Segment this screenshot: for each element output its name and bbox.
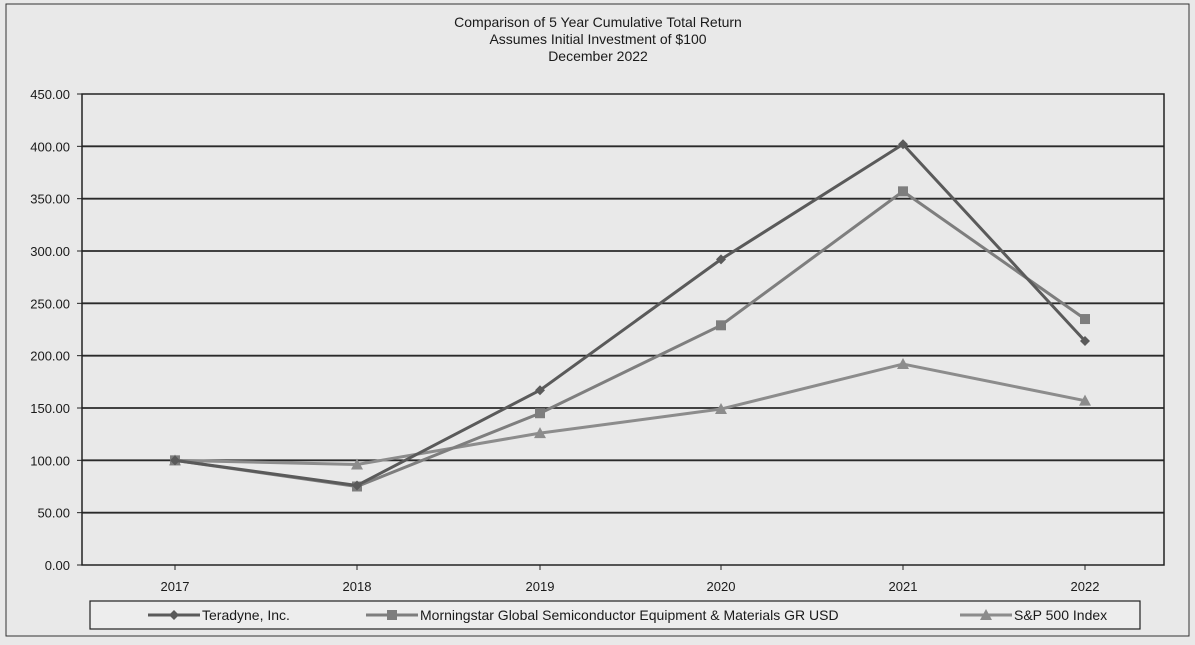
series-3-point <box>534 427 546 439</box>
legend-entry-1: Teradyne, Inc. <box>148 607 290 623</box>
x-tick-label: 2017 <box>161 579 190 594</box>
series-lines <box>169 139 1091 492</box>
series-1-point <box>898 139 908 150</box>
series-1 <box>170 139 1090 491</box>
series-1-point <box>535 385 545 396</box>
y-tick-label: 250.00 <box>30 296 70 311</box>
legend-label: Morningstar Global Semiconductor Equipme… <box>420 607 839 623</box>
gridlines <box>82 145 1164 514</box>
series-3-point <box>897 358 909 370</box>
x-tick-label: 2020 <box>707 579 736 594</box>
y-tick-label: 300.00 <box>30 244 70 259</box>
series-1-line <box>174 142 1087 487</box>
legend-swatch-marker <box>387 610 397 620</box>
series-3-point <box>715 403 727 415</box>
chart-frame <box>5 3 1190 637</box>
chart-title-line-3: December 2022 <box>548 48 648 64</box>
chart-title-line-2: Assumes Initial Investment of $100 <box>489 31 706 47</box>
series-1-point <box>170 455 180 466</box>
y-tick-label: 50.00 <box>37 506 70 521</box>
chart-title-line-1: Comparison of 5 Year Cumulative Total Re… <box>454 14 742 30</box>
y-tick-label: 200.00 <box>30 349 70 364</box>
series-3-point <box>1079 394 1091 406</box>
legend-entries: Teradyne, Inc. Morningstar Global Semicon… <box>148 607 1107 623</box>
x-axis-ticks: 2017 2018 2019 2020 2021 2022 <box>161 565 1100 594</box>
y-tick-label: 100.00 <box>30 453 70 468</box>
series-2-point <box>898 186 908 197</box>
plot-area-border <box>81 93 1165 566</box>
series-1-point <box>1080 336 1090 347</box>
series-3-line <box>174 362 1086 467</box>
x-tick-label: 2022 <box>1071 579 1100 594</box>
series-2-point <box>1080 314 1090 325</box>
y-tick-label: 450.00 <box>30 87 70 102</box>
x-tick-label: 2021 <box>889 579 918 594</box>
legend-label: S&P 500 Index <box>1014 607 1107 623</box>
x-tick-label: 2018 <box>343 579 372 594</box>
legend-label: Teradyne, Inc. <box>202 607 290 623</box>
series-2-point <box>535 408 545 419</box>
y-axis-ticks: 0.00 50.00 100.00 150.00 200.00 250.00 300.00 3… <box>30 87 82 573</box>
legend-swatch-marker <box>980 609 992 620</box>
legend-swatch-marker <box>169 610 179 620</box>
x-tick-label: 2019 <box>526 579 555 594</box>
legend-entry-2: Morningstar Global Semiconductor Equipme… <box>366 607 839 623</box>
y-tick-label: 400.00 <box>30 139 70 154</box>
legend: Teradyne, Inc. Morningstar Global Semicon… <box>89 600 1141 630</box>
y-tick-label: 0.00 <box>45 558 70 573</box>
series-1-point <box>716 254 726 265</box>
series-3-point <box>351 458 363 470</box>
series-2-point <box>716 320 726 331</box>
y-tick-label: 150.00 <box>30 401 70 416</box>
y-tick-label: 350.00 <box>30 192 70 207</box>
legend-entry-3: S&P 500 Index <box>960 607 1107 623</box>
series-1-point <box>352 480 362 491</box>
